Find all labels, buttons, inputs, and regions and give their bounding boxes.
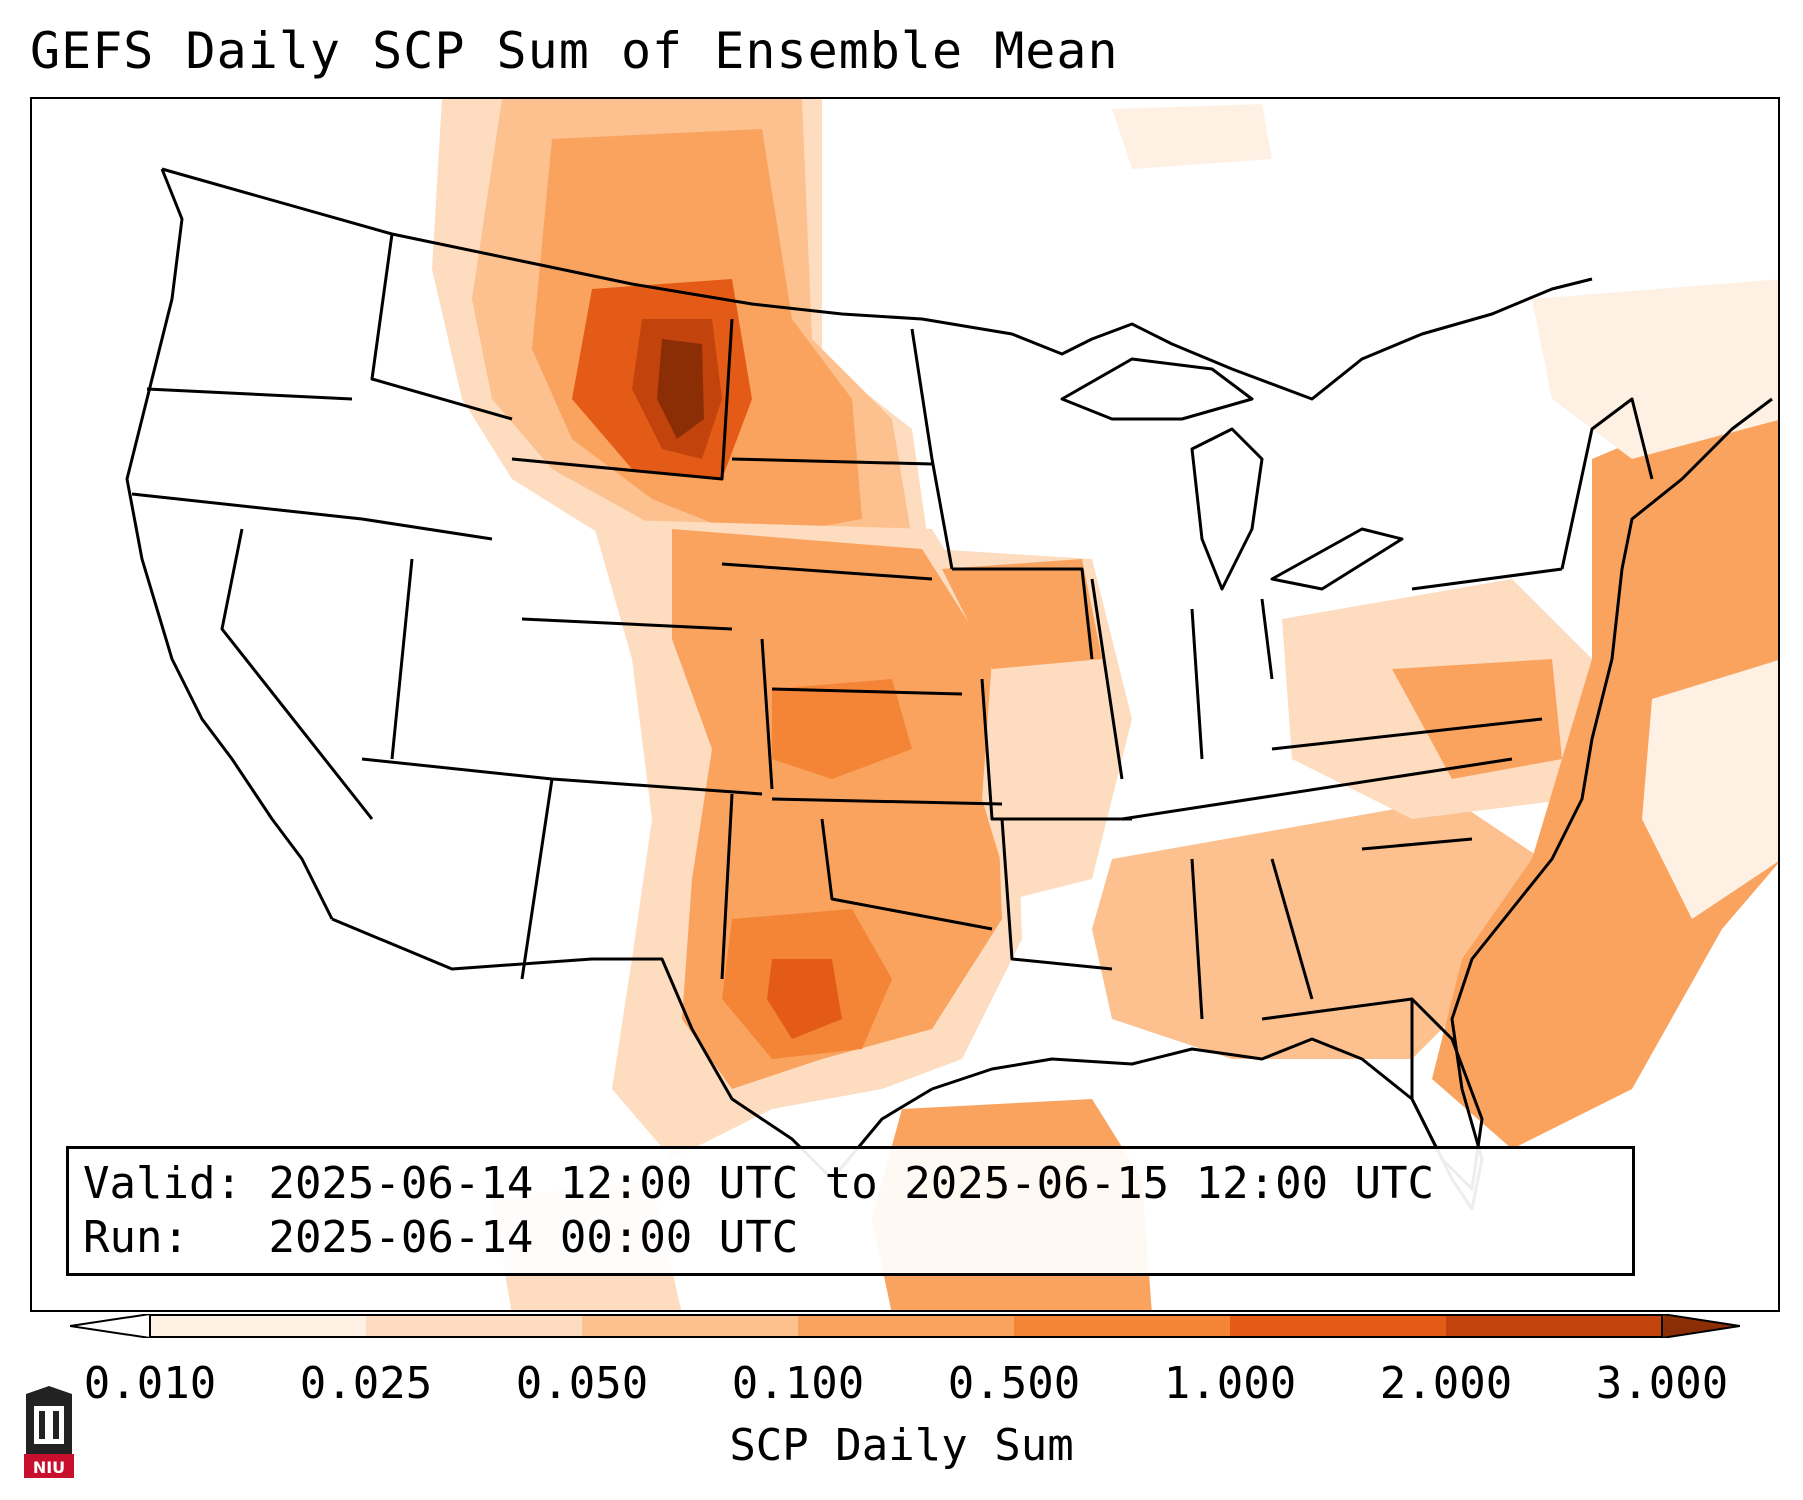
colorbar-bin-7: [1446, 1315, 1662, 1337]
shade-canada-east: [1532, 279, 1778, 459]
border-ar-la: [1000, 818, 1113, 971]
colorbar-bin-3: [582, 1315, 798, 1337]
colorbar-bin-2: [366, 1315, 582, 1337]
colorbar-tick-label: 0.500: [947, 1358, 1081, 1409]
colorbar-tick-label: 0.025: [299, 1358, 433, 1409]
shade-texas-peak: [767, 959, 842, 1039]
border-in-oh: [1190, 608, 1204, 760]
map-title: GEFS Daily SCP Sum of Ensemble Mean: [30, 22, 1119, 80]
valid-label: Valid:: [83, 1158, 242, 1209]
shade-atlantic-light: [1642, 660, 1778, 919]
border-co-ks: [760, 638, 774, 790]
border-ms-al: [1190, 858, 1204, 1020]
colorbar-extend-low: [70, 1314, 151, 1338]
colorbar: [70, 1314, 1740, 1338]
border-ks-ok: [771, 797, 1003, 806]
valid-run-info-box: Valid: 2025-06-14 12:00 UTC to 2025-06-1…: [66, 1146, 1635, 1276]
valid-time-range: 2025-06-14 12:00 UTC to 2025-06-15 12:00…: [268, 1158, 1435, 1209]
border-sc-nc: [1361, 837, 1473, 851]
great-lakes-superior: [1060, 357, 1254, 421]
niu-logo-icon: NIU: [24, 1386, 74, 1478]
colorbar-tick-label: 1.000: [1163, 1358, 1297, 1409]
colorbar-extend-high: [1661, 1314, 1740, 1338]
run-time: 2025-06-14 00:00 UTC: [268, 1212, 799, 1263]
border-ne-ks: [771, 687, 963, 696]
border-wy-co: [521, 617, 733, 631]
border-nm-tx: [720, 793, 734, 980]
shade-montana-max: [657, 339, 704, 439]
colorbar-bin-4: [798, 1315, 1014, 1337]
border-or-ca: [131, 492, 493, 541]
great-lakes-erie: [1270, 527, 1404, 591]
great-lakes-michigan: [1190, 427, 1264, 591]
run-label: Run:: [83, 1212, 189, 1263]
colorbar-label: SCP Daily Sum: [729, 1420, 1074, 1471]
scp-map: [125, 99, 1778, 1310]
border-ok-tx: [820, 818, 993, 931]
border-id-mt: [370, 233, 513, 421]
shade-virginia: [1392, 659, 1562, 779]
border-ca-nv: [220, 528, 374, 820]
colorbar-tick-label: 0.050: [515, 1358, 649, 1409]
border-oh-pa: [1260, 598, 1274, 680]
colorbar-bin-6: [1230, 1315, 1446, 1337]
us-canada-border: [161, 167, 1593, 401]
border-al-ga: [1270, 858, 1314, 1000]
border-ga-fl: [1261, 997, 1413, 1021]
gulf-coast: [931, 397, 1773, 1211]
shade-southeast: [1092, 799, 1572, 1059]
colorbar-tick-label: 3.000: [1595, 1358, 1729, 1409]
border-tn-ky: [1121, 757, 1513, 821]
svg-text:NIU: NIU: [33, 1458, 65, 1477]
border-nd-sd: [731, 457, 933, 466]
shade-kansas-core: [772, 679, 912, 779]
border-ia-mo: [952, 567, 1094, 660]
colorbar-frame: [149, 1314, 1663, 1338]
border-nv-ut: [390, 558, 414, 760]
shade-north-patch: [1112, 104, 1272, 169]
border-il-in: [1090, 578, 1124, 780]
shade-iowa: [942, 559, 1102, 669]
border-ne-states: [1560, 397, 1654, 570]
border-mn: [910, 328, 954, 570]
border-wa-or: [146, 387, 353, 401]
border-nc-va: [1271, 717, 1543, 751]
scp-shading: [432, 99, 1778, 1310]
border-mo-ar: [980, 678, 1132, 821]
pacific-coast: [125, 168, 334, 920]
colorbar-tick-label: 0.100: [731, 1358, 865, 1409]
state-borders: [125, 167, 1773, 1211]
map-panel: [30, 97, 1780, 1312]
border-mt-wy: [511, 318, 734, 481]
colorbar-tick-label: 2.000: [1379, 1358, 1513, 1409]
colorbar-bin-1: [150, 1315, 366, 1337]
colorbar-tick-label: 0.010: [83, 1358, 217, 1409]
shade-atlantic: [1432, 380, 1778, 1149]
colorbar-bin-5: [1014, 1315, 1230, 1337]
border-ny-pa: [1411, 567, 1563, 591]
border-sd-ne: [721, 562, 933, 581]
border-az-nm: [520, 778, 554, 980]
